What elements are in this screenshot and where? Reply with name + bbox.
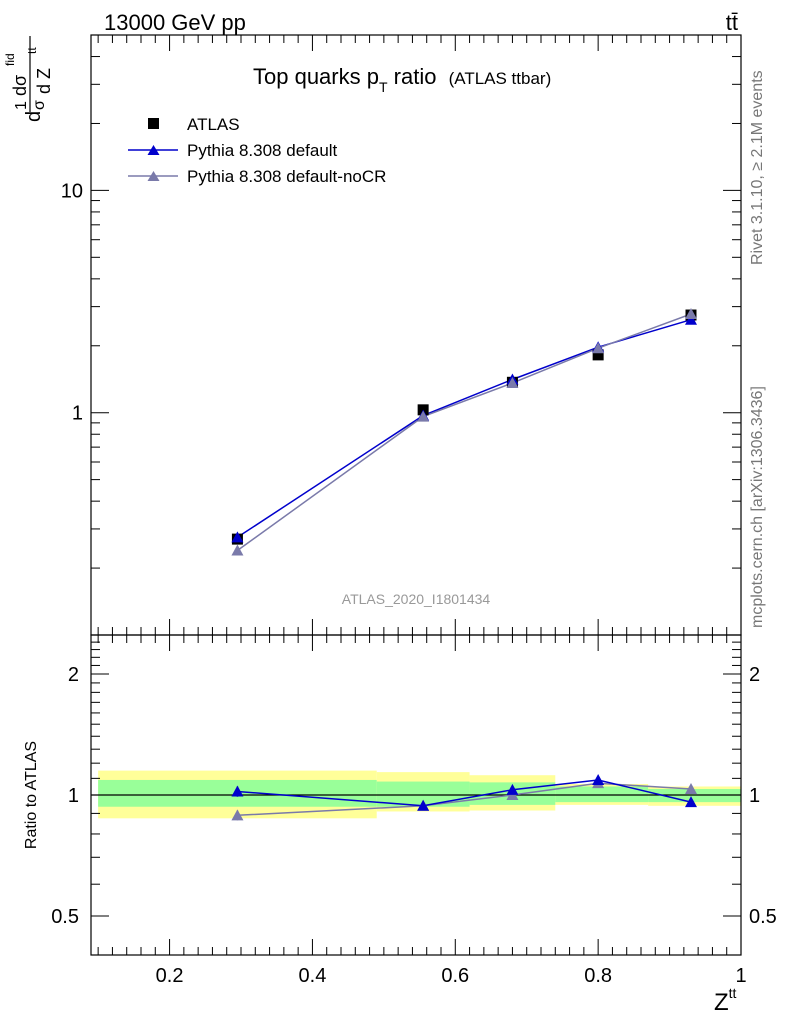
x-tick-label: 0.6 — [441, 965, 469, 987]
rivet-label: Rivet 3.1.10, ≥ 2.1M events — [749, 70, 766, 265]
ratio-point-nocr — [685, 782, 697, 794]
ylabel-dsigma: dσ — [10, 75, 30, 96]
ylabel-tt: tt — [25, 47, 39, 54]
x-axis-label-main: Z — [714, 989, 729, 1016]
ratio-y-tick-label-right: 1 — [749, 785, 760, 807]
ratio-ylabel: Ratio to ATLAS — [23, 741, 40, 849]
chart-title-suffix: ratio — [388, 64, 437, 89]
chart-title: Top quarks pT ratio (ATLAS ttbar) — [253, 64, 551, 95]
main-point-default — [685, 313, 697, 325]
x-tick-label: 1 — [735, 965, 746, 987]
main-axis-ticks: 1 10 — [61, 34, 742, 636]
ratio-band-green — [555, 786, 649, 803]
x-axis-label-sup: tt — [729, 985, 737, 1001]
main-line-nocr — [236, 313, 692, 552]
ratio-point-default — [506, 783, 519, 795]
ratio-y-tick-label-left: 2 — [68, 664, 79, 686]
mcplots-label: mcplots.cern.ch [arXiv:1306.3436] — [749, 386, 766, 628]
main-y-tick-label: 10 — [61, 180, 83, 202]
chart-title-small: (ATLAS ttbar) — [449, 69, 552, 88]
x-tick-label: 0.4 — [299, 965, 327, 987]
energy-label: 13000 GeV pp — [104, 10, 246, 35]
x-tick-label: 0.8 — [584, 965, 612, 987]
ylabel-sigma: σ — [31, 100, 48, 110]
main-point-nocr — [506, 377, 519, 389]
main-point-atlas — [592, 349, 604, 361]
ratio-y-tick-label-left: 0.5 — [51, 906, 79, 928]
legend-label-default: Pythia 8.308 default — [187, 141, 338, 160]
ratio-y-tick-label-right: 2 — [749, 664, 760, 686]
x-axis-label: Ztt — [714, 985, 737, 1016]
legend: ATLAS Pythia 8.308 default Pythia 8.308 … — [128, 115, 386, 186]
process-label: tt̄ — [726, 10, 738, 35]
legend-marker-nocr — [147, 171, 160, 181]
ylabel-fid: fid — [3, 53, 17, 66]
chart-title-main: Top quarks p — [253, 64, 379, 89]
ratio-y-tick-label-left: 1 — [68, 785, 79, 807]
legend-label-nocr: Pythia 8.308 default-noCR — [187, 167, 386, 186]
main-series-markers — [231, 307, 697, 556]
main-point-default — [231, 531, 244, 543]
ylabel-dz: d Z — [34, 68, 54, 94]
main-panel: 1 10 Top quarks pT ratio (ATLAS ttbar) AT… — [3, 34, 742, 636]
ratio-point-default — [231, 785, 244, 797]
ratio-point-default — [685, 796, 697, 808]
main-point-nocr — [231, 544, 244, 556]
main-point-nocr — [685, 307, 697, 319]
analysis-label: ATLAS_2020_I1801434 — [342, 591, 491, 607]
ylabel-one: 1 — [13, 101, 30, 110]
legend-marker-atlas — [148, 118, 159, 129]
ratio-axis-ticks: 0.2 0.4 0.6 0.8 1 0.5 0.5 1 1 2 2 — [51, 635, 777, 987]
main-point-nocr — [592, 342, 605, 354]
ratio-y-tick-label-right: 0.5 — [749, 906, 777, 928]
main-line-default — [236, 318, 692, 538]
main-y-tick-label: 1 — [72, 403, 83, 425]
legend-label-atlas: ATLAS — [187, 115, 240, 134]
legend-marker-default — [147, 145, 160, 155]
ratio-series-markers — [231, 773, 697, 821]
chart-title-sub: T — [379, 79, 388, 95]
ratio-point-nocr — [231, 809, 244, 821]
main-series-lines — [236, 313, 692, 552]
main-ylabel: d 1 σ dσ fid d Z tt — [3, 36, 54, 122]
ylabel-d: d — [23, 111, 45, 122]
ratio-point-default — [417, 799, 430, 811]
x-tick-label: 0.2 — [156, 965, 184, 987]
ratio-panel: 0.2 0.4 0.6 0.8 1 0.5 0.5 1 1 2 2 Ratio to ATLAS Z… — [23, 634, 777, 1016]
main-point-nocr — [417, 410, 430, 422]
ratio-point-default — [592, 773, 605, 785]
